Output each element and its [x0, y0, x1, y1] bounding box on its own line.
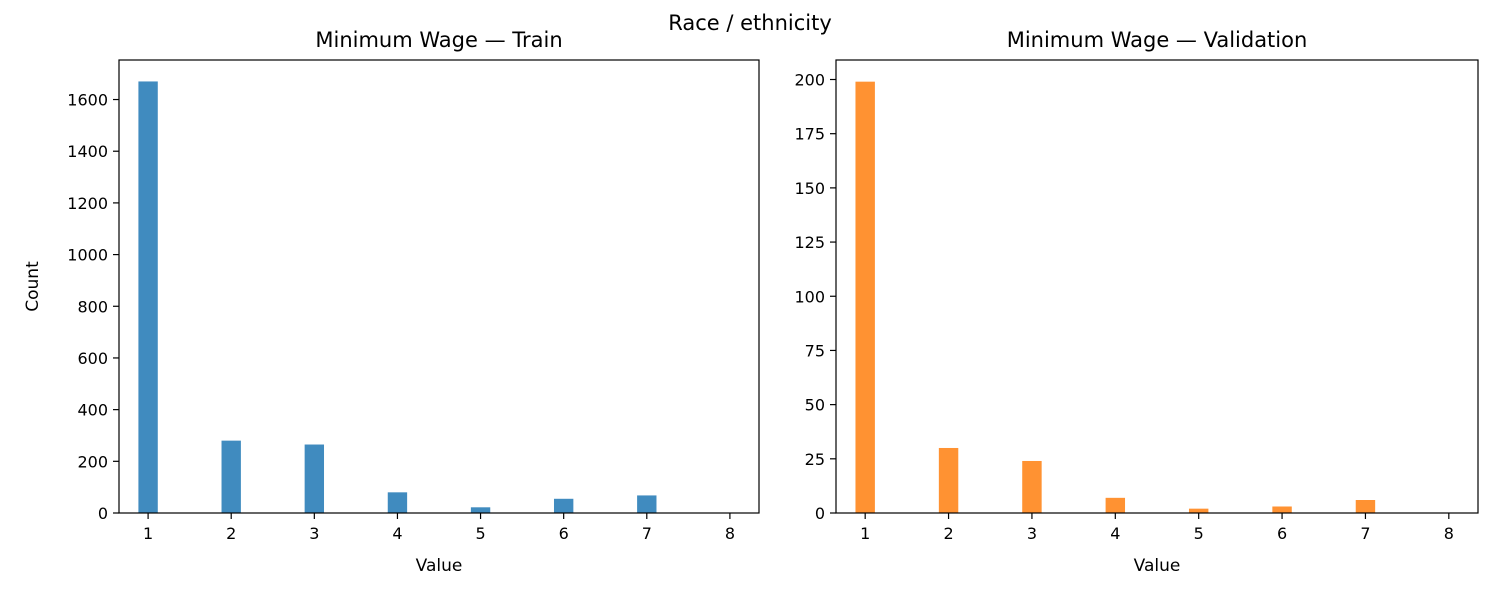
validation-panel-title: Minimum Wage — Validation — [1007, 28, 1308, 52]
train-panel-title: Minimum Wage — Train — [315, 28, 562, 52]
validation-y-tick-label-75: 75 — [805, 341, 825, 360]
validation-bar-4 — [1105, 497, 1126, 513]
validation-x-tick-label-8: 8 — [1444, 524, 1454, 543]
train-y-tick-label-600: 600 — [77, 349, 108, 368]
train-x-tick-label-2: 2 — [226, 524, 236, 543]
validation-y-tick-label-0: 0 — [815, 504, 825, 523]
validation-bar-7 — [1355, 500, 1376, 513]
validation-axes-frame — [835, 59, 1479, 514]
train-y-tick-label-800: 800 — [77, 297, 108, 316]
train-x-tick-label-8: 8 — [725, 524, 735, 543]
train-bar-5 — [470, 507, 491, 513]
train-y-tick-label-0: 0 — [98, 504, 108, 523]
train-y-tick-label-1600: 1600 — [67, 91, 108, 110]
train-bar-4 — [387, 492, 408, 513]
train-x-tick-label-7: 7 — [642, 524, 652, 543]
train-y-tick-label-1400: 1400 — [67, 142, 108, 161]
train-x-axis-label: Value — [416, 556, 463, 576]
train-y-tick-label-1000: 1000 — [67, 246, 108, 265]
train-axes-frame — [118, 59, 760, 514]
validation-x-tick-label-2: 2 — [943, 524, 953, 543]
train-y-tick-label-1200: 1200 — [67, 194, 108, 213]
validation-bar-3 — [1022, 460, 1042, 513]
train-y-axis-label: Count — [23, 261, 43, 312]
train-bar-7 — [637, 495, 657, 513]
validation-x-tick-label-1: 1 — [860, 524, 870, 543]
train-bar-3 — [304, 444, 325, 513]
train-bar-2 — [221, 440, 241, 513]
train-x-tick-label-4: 4 — [392, 524, 402, 543]
validation-y-tick-label-100: 100 — [794, 287, 825, 306]
train-bar-1 — [138, 81, 158, 513]
validation-x-axis-label: Value — [1134, 556, 1181, 576]
train-x-tick-label-6: 6 — [559, 524, 569, 543]
validation-bar-6 — [1272, 506, 1292, 513]
validation-bar-2 — [938, 447, 959, 513]
validation-x-tick-label-4: 4 — [1110, 524, 1120, 543]
validation-x-tick-label-7: 7 — [1360, 524, 1370, 543]
validation-x-tick-label-3: 3 — [1027, 524, 1037, 543]
validation-bar-5 — [1188, 508, 1209, 513]
train-x-tick-label-1: 1 — [143, 524, 153, 543]
validation-y-tick-label-50: 50 — [805, 396, 825, 415]
train-panel: 1 2 3 4 5 6 7 8 0 200 400 600 800 1000 1200 1400 1600 Min… — [23, 28, 760, 576]
validation-x-tick-label-6: 6 — [1277, 524, 1287, 543]
validation-x-tick-label-5: 5 — [1194, 524, 1204, 543]
train-y-tick-label-200: 200 — [77, 452, 108, 471]
validation-y-tick-label-200: 200 — [794, 71, 825, 90]
validation-y-tick-label-150: 150 — [794, 179, 825, 198]
validation-y-tick-label-175: 175 — [794, 125, 825, 144]
train-bar-6 — [553, 498, 574, 513]
validation-y-tick-label-25: 25 — [805, 450, 825, 469]
train-x-tick-label-5: 5 — [475, 524, 485, 543]
validation-panel: 1 2 3 4 5 6 7 8 0 25 50 75 100 125 150 175 200 Minimum Wa… — [794, 28, 1479, 576]
train-y-tick-label-400: 400 — [77, 401, 108, 420]
train-x-tick-label-3: 3 — [309, 524, 319, 543]
validation-y-tick-label-125: 125 — [794, 233, 825, 252]
validation-bar-1 — [855, 81, 875, 514]
figure-suptitle: Race / ethnicity — [668, 11, 832, 35]
